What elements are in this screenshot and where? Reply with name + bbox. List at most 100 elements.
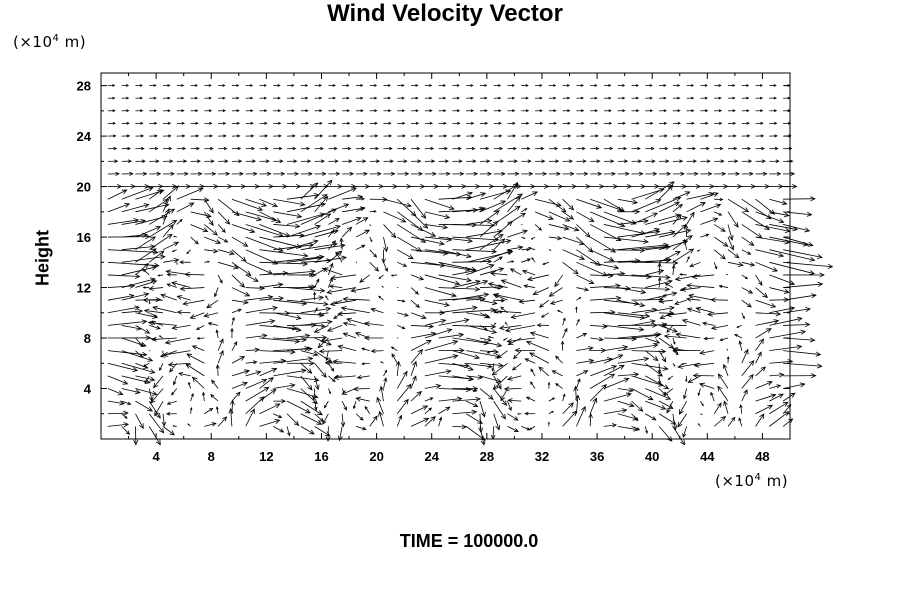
wind-vector	[769, 121, 778, 125]
wind-vector	[162, 350, 191, 357]
wind-vector	[314, 179, 333, 200]
wind-vector	[686, 109, 695, 113]
wind-vector	[548, 121, 558, 125]
wind-vector	[383, 224, 397, 239]
wind-vector	[492, 375, 508, 390]
wind-vector	[369, 159, 381, 163]
wind-vector	[135, 375, 156, 382]
wind-vector	[107, 84, 116, 87]
wind-vector	[286, 299, 329, 307]
wind-vector	[665, 312, 687, 318]
wind-vector	[355, 159, 367, 163]
wind-vector	[273, 269, 316, 276]
wind-vector	[121, 84, 130, 87]
wind-vector	[176, 146, 187, 151]
wind-vector	[679, 273, 687, 276]
wind-vector	[245, 378, 268, 389]
wind-vector	[135, 248, 157, 263]
wind-vector	[603, 121, 613, 125]
wind-vector	[590, 211, 626, 228]
x-tick-label: 12	[259, 449, 273, 464]
wind-vector	[755, 261, 779, 272]
wind-vector	[314, 84, 323, 87]
wind-vector	[135, 279, 158, 288]
wind-vector	[658, 294, 667, 301]
wind-vector	[590, 134, 599, 138]
wind-vector	[410, 287, 419, 295]
wind-vector	[245, 171, 258, 176]
wind-vector	[121, 388, 141, 395]
wind-vector	[273, 84, 281, 87]
wind-vector	[424, 328, 453, 339]
wind-vector	[273, 184, 288, 189]
wind-vector	[527, 246, 536, 251]
wind-vector	[397, 224, 427, 243]
wind-vector	[287, 134, 296, 138]
wind-vector	[314, 195, 329, 213]
wind-vector	[424, 171, 437, 176]
wind-vector	[487, 335, 494, 339]
wind-vector	[322, 413, 329, 425]
wind-vector	[658, 201, 680, 213]
x-unit-prefix: (×10	[715, 472, 755, 490]
wind-vector	[135, 84, 143, 87]
wind-vector	[231, 299, 249, 305]
wind-vector	[452, 375, 475, 382]
wind-vector	[783, 84, 791, 87]
wind-vector	[369, 249, 378, 258]
wind-vector	[631, 134, 641, 138]
wind-vector	[424, 287, 457, 298]
wind-vector	[538, 299, 550, 308]
wind-vector	[710, 297, 728, 303]
wind-vector	[176, 96, 185, 100]
wind-vector	[547, 381, 551, 389]
wind-vector	[782, 404, 792, 415]
wind-vector	[135, 109, 144, 113]
wind-vector	[397, 198, 417, 217]
wind-vector	[397, 184, 412, 189]
wind-vector	[741, 348, 749, 364]
wind-vector	[741, 360, 755, 377]
wind-vector	[424, 299, 450, 307]
wind-vector	[107, 249, 159, 255]
wind-vector	[121, 184, 137, 189]
wind-vector	[576, 405, 586, 427]
wind-vector	[378, 295, 384, 301]
wind-vector	[589, 373, 616, 389]
wind-vector	[617, 171, 630, 176]
wind-vector	[286, 400, 311, 414]
wind-vector	[527, 274, 549, 282]
wind-vector	[736, 325, 742, 328]
wind-vector	[659, 96, 667, 100]
wind-vector	[688, 293, 715, 301]
wind-vector	[231, 198, 264, 211]
wind-vector	[507, 134, 517, 138]
wind-vector	[479, 210, 500, 225]
wind-vector	[214, 287, 219, 298]
wind-vector	[171, 325, 191, 331]
wind-vector	[672, 214, 682, 225]
wind-vector	[178, 371, 191, 377]
wind-vector	[695, 306, 715, 314]
wind-vector	[162, 224, 174, 238]
wind-vector	[187, 423, 191, 427]
wind-vector	[452, 84, 460, 87]
wind-vector	[507, 184, 522, 189]
x-tick-label: 28	[480, 449, 494, 464]
wind-vector	[603, 377, 630, 389]
wind-vector	[273, 171, 286, 176]
wind-vector	[185, 363, 205, 377]
wind-vector	[217, 416, 228, 427]
wind-vector	[424, 383, 442, 389]
wind-vector	[317, 337, 329, 349]
wind-vector	[424, 184, 440, 189]
wind-vector	[686, 184, 702, 189]
wind-vector	[529, 352, 550, 364]
wind-vector	[121, 121, 130, 125]
wind-vector	[645, 362, 664, 377]
wind-vector	[603, 146, 614, 151]
wind-vector	[355, 425, 367, 431]
wind-vector	[162, 121, 172, 125]
wind-vector	[562, 96, 571, 100]
wind-vector	[300, 182, 319, 200]
